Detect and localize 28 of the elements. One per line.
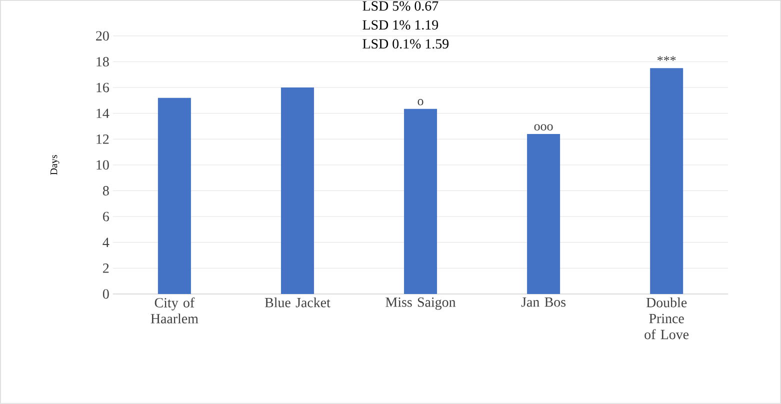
bar bbox=[404, 108, 438, 294]
y-tick-label: 12 bbox=[96, 134, 109, 144]
annotation: *** bbox=[657, 56, 676, 61]
y-tick-label: 14 bbox=[96, 108, 110, 118]
annotation: o bbox=[418, 99, 424, 106]
bar bbox=[650, 68, 684, 294]
text: LSD 1% 1.19 bbox=[362, 20, 438, 30]
x-tick-label: Jan Bos bbox=[521, 298, 566, 307]
y-tick-label: 10 bbox=[96, 160, 109, 170]
y-tick-label: 20 bbox=[96, 31, 109, 41]
bar bbox=[158, 98, 191, 294]
bar bbox=[527, 134, 560, 294]
y-tick-label: 4 bbox=[102, 238, 110, 247]
text: LSD 5% 0.67 bbox=[362, 1, 438, 11]
x-tick-label: Miss Saigon bbox=[386, 298, 456, 310]
bar bbox=[280, 88, 314, 294]
annotation: LSD 0.1% 1.59 bbox=[362, 39, 449, 49]
y-axis-title: Days bbox=[50, 155, 60, 175]
y-tick-label: 0 bbox=[102, 289, 109, 299]
x-tick-label: Double Prince of Love bbox=[644, 298, 689, 340]
annotation: ooo bbox=[534, 124, 553, 130]
y-tick-label: 16 bbox=[96, 82, 109, 92]
y-tick-label: 8 bbox=[102, 186, 109, 196]
x-tick-label: City of Haarlem bbox=[150, 298, 198, 324]
y-tick-label: 6 bbox=[103, 212, 109, 222]
y-tick-label: 18 bbox=[96, 57, 109, 66]
y-tick-label: 2 bbox=[103, 264, 109, 273]
x-tick-label: Blue Jacket bbox=[264, 298, 330, 308]
